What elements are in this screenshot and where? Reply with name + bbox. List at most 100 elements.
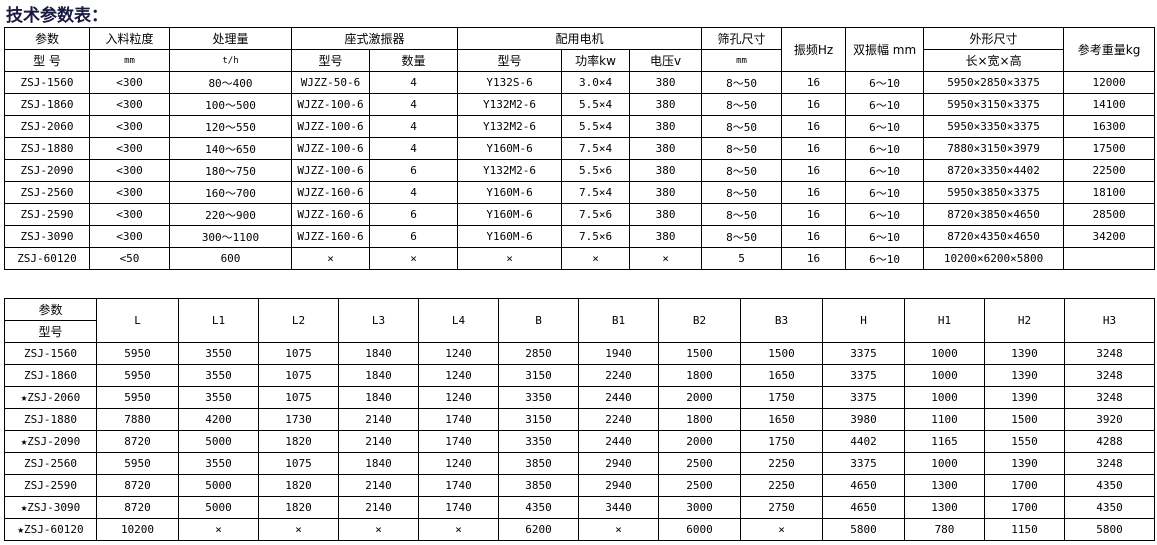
table-cell: 2140: [338, 408, 419, 431]
table-cell: 6～10: [845, 203, 925, 226]
table-cell: 4350: [1064, 474, 1155, 497]
table-cell: 3980: [822, 408, 905, 431]
table-cell: 1500: [984, 408, 1065, 431]
table-cell: 3248: [1064, 364, 1155, 387]
table-cell: [1063, 247, 1156, 270]
header-dimensions-sub: 长×宽×高: [923, 49, 1065, 72]
table-cell: ★ZSJ-60120: [4, 518, 97, 541]
table-cell: 7.5×6: [561, 225, 631, 248]
table-cell: 8～50: [701, 93, 783, 116]
header-feed-size: 入料粒度: [89, 27, 170, 50]
table-cell: <300: [89, 137, 170, 160]
table-cell: 5950: [96, 452, 179, 475]
header-param: 参数: [4, 27, 90, 50]
header-amplitude: 双振幅 mm: [845, 27, 925, 72]
table-cell: 100～500: [169, 93, 292, 116]
table-cell: ×: [291, 247, 370, 270]
table-cell: 3150: [498, 408, 579, 431]
header-aperture: 筛孔尺寸: [701, 27, 783, 50]
table-cell: ZSJ-2090: [4, 159, 90, 182]
header-vibrator: 座式激振器: [290, 27, 459, 50]
table-cell: 1550: [984, 430, 1065, 453]
table-cell: 380: [629, 93, 703, 116]
table-cell: 2940: [578, 452, 659, 475]
table-cell: 380: [629, 203, 703, 226]
table-cell: 1700: [984, 496, 1065, 519]
table-cell: 5.5×6: [561, 159, 631, 182]
table-cell: 12000: [1063, 71, 1156, 94]
table-cell: 3550: [178, 342, 259, 365]
table-cell: 5.5×4: [561, 115, 631, 138]
table-cell: ZSJ-2590: [4, 474, 97, 497]
table-cell: WJZZ-100-6: [291, 93, 370, 116]
table-cell: ×: [629, 247, 703, 270]
table-cell: ×: [457, 247, 563, 270]
table-cell: WJZZ-100-6: [291, 137, 370, 160]
table-cell: 5000: [178, 496, 259, 519]
table-cell: 1820: [258, 496, 339, 519]
header-l2: L2: [258, 298, 339, 343]
table-cell: 4650: [822, 474, 905, 497]
table-cell: 3248: [1064, 452, 1155, 475]
table-row: ZSJ-2060 <300 120～550 WJZZ-100-6 4 Y132M2-6 5.…: [4, 115, 1156, 138]
table-cell: 3150: [498, 364, 579, 387]
table-cell: 1820: [258, 430, 339, 453]
table-cell: 4: [368, 93, 459, 116]
header-row-1: 参数 入料粒度 处理量 座式激振器 配用电机 筛孔尺寸 振频Hz 双振幅 mm …: [4, 27, 1156, 72]
table-row: ZSJ-2560 5950 3550 1075 1840 1240 3850 2940 2500…: [4, 452, 1155, 475]
table-cell: 6: [368, 159, 459, 182]
table-cell: 4200: [178, 408, 259, 431]
table-cell: 10200: [96, 518, 179, 541]
header-weight: 参考重量kg: [1063, 27, 1156, 72]
table-cell: 16: [781, 225, 847, 248]
table-cell: ★ZSJ-2090: [4, 430, 97, 453]
table-cell: 4650: [822, 496, 905, 519]
table-cell: 5950: [96, 342, 179, 365]
table-cell: 1240: [418, 386, 499, 409]
table-cell: 8720×3350×4402: [923, 159, 1065, 182]
table-cell: 1390: [984, 342, 1065, 365]
table-cell: 8～50: [701, 115, 783, 138]
table-cell: <300: [89, 159, 170, 182]
table-row: ★ZSJ-60120 10200 × × × × 6200 × 6000 × 5800 780 1150…: [4, 518, 1155, 541]
table-row: ★ZSJ-2090 8720 5000 1820 2140 1740 3350 2440 200…: [4, 430, 1155, 453]
table-cell: ZSJ-3090: [4, 225, 90, 248]
table-cell: ZSJ-60120: [4, 247, 90, 270]
table-cell: 6～10: [845, 137, 925, 160]
table-row: ZSJ-3090 <300 300～1100 WJZZ-160-6 6 Y160M-6 7.…: [4, 225, 1156, 248]
table-cell: 3375: [822, 364, 905, 387]
table-cell: 8～50: [701, 137, 783, 160]
table-cell: 5800: [1064, 518, 1155, 541]
table-cell: 1730: [258, 408, 339, 431]
table-cell: 5950×3150×3375: [923, 93, 1065, 116]
table-cell: 16300: [1063, 115, 1156, 138]
table-cell: 3.0×4: [561, 71, 631, 94]
header-motor-power: 功率kw: [561, 49, 631, 72]
table-cell: 1740: [418, 430, 499, 453]
header-capacity-unit: t/h: [169, 49, 292, 72]
table-cell: 6～10: [845, 115, 925, 138]
table-cell: 28500: [1063, 203, 1156, 226]
table-cell: 1800: [658, 408, 741, 431]
header-l1: L1: [178, 298, 259, 343]
table-cell: WJZZ-160-6: [291, 203, 370, 226]
header-dimensions: 外形尺寸: [923, 27, 1065, 50]
table-cell: 2500: [658, 452, 741, 475]
table-cell: 6000: [658, 518, 741, 541]
table-cell: 4: [368, 137, 459, 160]
table-cell: 220～900: [169, 203, 292, 226]
table-cell: 6～10: [845, 181, 925, 204]
table-cell: 1840: [338, 386, 419, 409]
table-row: ZSJ-2090 <300 180～750 WJZZ-100-6 6 Y132M2-6 5.…: [4, 159, 1156, 182]
table-cell: Y132M2-6: [457, 159, 563, 182]
table-cell: 8720×3850×4650: [923, 203, 1065, 226]
table-cell: 380: [629, 159, 703, 182]
table-cell: 3440: [578, 496, 659, 519]
table-cell: 8720: [96, 496, 179, 519]
table-cell: ★ZSJ-2060: [4, 386, 97, 409]
table-cell: 380: [629, 115, 703, 138]
table-cell: ×: [418, 518, 499, 541]
table-cell: Y160M-6: [457, 203, 563, 226]
table-cell: 5950×3350×3375: [923, 115, 1065, 138]
table-cell: ×: [740, 518, 823, 541]
